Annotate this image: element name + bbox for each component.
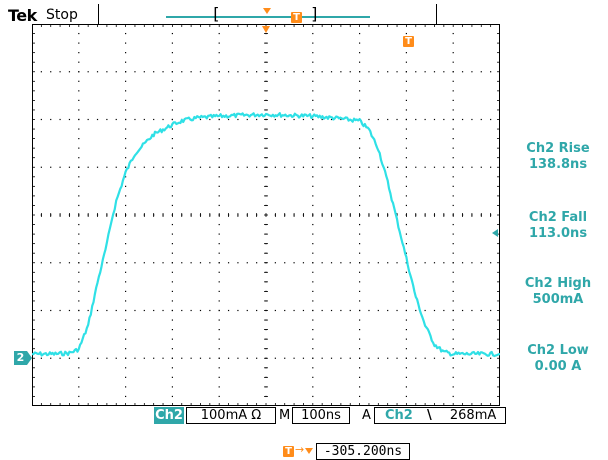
ch2-ground-marker-tip <box>27 351 32 365</box>
trigger-slope-icon: \ <box>426 408 432 423</box>
status-timebase[interactable]: 100ns <box>292 407 350 424</box>
topbar-separator-left <box>98 4 99 24</box>
graticule-grid <box>32 24 500 406</box>
record-bracket-right: ] <box>310 4 320 23</box>
trigger-icon-screen: T <box>403 36 414 47</box>
horizontal-arrow-icon: → <box>295 443 305 456</box>
timebase-mode: M <box>279 408 291 423</box>
status-trigger[interactable]: Ch2 \ 268mA <box>374 407 506 424</box>
trigger-mode: A <box>362 408 371 423</box>
ch2-waveform-trace <box>32 112 500 358</box>
status-channel-label[interactable]: Ch2 <box>154 407 184 424</box>
measurement-high: Ch2 High 500mA <box>516 276 600 308</box>
waveform-display <box>32 24 500 406</box>
trigger-position-marker <box>262 26 270 33</box>
topbar-separator-right <box>436 4 437 24</box>
trigger-level: 268mA <box>449 408 497 423</box>
measurement-rise: Ch2 Rise 138.8ns <box>516 141 600 173</box>
horizontal-position-arrow <box>305 448 313 454</box>
status-vertical-scale[interactable]: 100mA Ω <box>186 407 276 424</box>
measurement-high-value: 500mA <box>532 292 584 307</box>
measurement-low-value: 0.00 A <box>534 359 582 374</box>
measurement-low-name: Ch2 Low <box>527 343 589 358</box>
trigger-icon-record: T <box>291 12 302 23</box>
measurement-rise-value: 138.8ns <box>528 157 588 172</box>
ch2-ground-marker[interactable]: 2 <box>14 351 27 365</box>
trigger-source: Ch2 <box>385 408 413 423</box>
measurement-low: Ch2 Low 0.00 A <box>516 343 600 375</box>
measurement-fall-name: Ch2 Fall <box>528 210 588 225</box>
horizontal-position-value[interactable]: -305.200ns <box>316 443 410 460</box>
record-bracket-left: [ <box>211 4 221 23</box>
vertical-scale-value: 100mA <box>200 408 248 423</box>
trigger-position-arrow-top <box>263 8 271 14</box>
trigger-level-marker <box>492 229 498 237</box>
acquisition-status: Stop <box>46 7 78 23</box>
horizontal-trigger-icon: T <box>283 446 294 457</box>
coupling-symbol: Ω <box>251 408 262 423</box>
measurement-fall: Ch2 Fall 113.0ns <box>516 210 600 242</box>
measurement-high-name: Ch2 High <box>524 276 592 291</box>
measurement-fall-value: 113.0ns <box>528 226 588 241</box>
record-length-bar <box>166 16 370 18</box>
brand-logo: Tek <box>8 6 37 25</box>
measurement-rise-name: Ch2 Rise <box>526 141 590 156</box>
